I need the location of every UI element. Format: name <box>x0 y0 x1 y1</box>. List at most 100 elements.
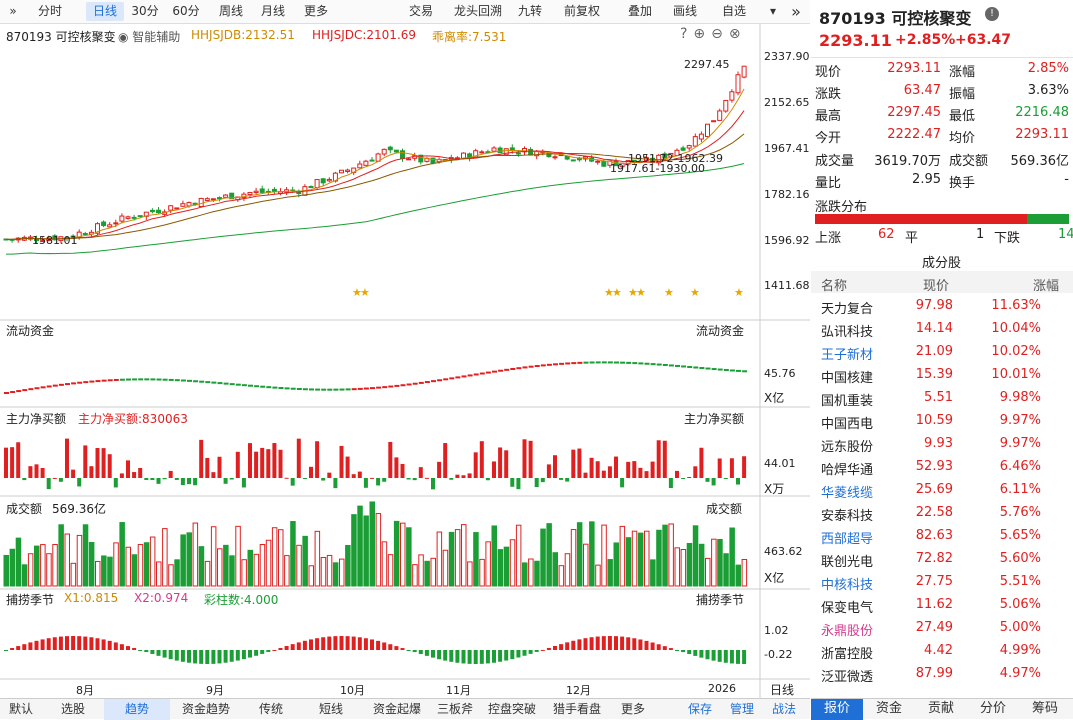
quote-value: 3.63% <box>1027 83 1069 98</box>
strategy-tab-9[interactable]: 猎手看盘 <box>552 702 601 716</box>
component-row[interactable]: 哈焊华通 52.93 6.46% <box>811 455 1073 478</box>
net-bar <box>492 461 496 478</box>
quote-value: 63.47 <box>903 83 941 98</box>
strategy-tab-12[interactable]: 管理 <box>729 702 754 716</box>
strategy-tab-13[interactable]: 战法 <box>771 702 796 716</box>
component-row[interactable]: 远东股份 9.93 9.97% <box>811 432 1073 455</box>
flow-step <box>138 378 144 381</box>
strategy-tab-1[interactable]: 选股 <box>60 702 85 716</box>
flow-step <box>632 362 638 365</box>
strategy-tab-7[interactable]: 三板斧 <box>436 702 473 716</box>
period-tab-4[interactable]: 周线 <box>218 4 243 18</box>
tool-btn-2[interactable]: 九转 <box>517 4 542 18</box>
expand-right-icon[interactable]: » <box>791 2 801 21</box>
component-row[interactable]: 浙富控股 4.42 4.99% <box>811 639 1073 662</box>
season-bar <box>668 648 673 650</box>
expand-left-icon[interactable]: » <box>9 4 17 18</box>
period-tab-6[interactable]: 更多 <box>303 4 328 18</box>
kline-chart[interactable]: ★★ ★★ ★★ ★ ★ ★ <box>0 24 810 698</box>
component-row[interactable]: 中国核建 15.39 10.01% <box>811 363 1073 386</box>
time-axis-label: 11月 <box>446 684 471 697</box>
tool-btn-3[interactable]: 前复权 <box>563 4 600 18</box>
kline-chart-area[interactable]: ★ ★ ★ ★ ★ ★ ★ ★ ★ 870193 可控核聚变 ◉ 智能辅助 HHJSJDB:21… <box>0 24 810 698</box>
period-tab-3[interactable]: 60分 <box>172 4 200 18</box>
season-bar <box>595 636 600 650</box>
component-row[interactable]: 泛亚微透 87.99 4.97% <box>811 662 1073 685</box>
flow-step <box>546 363 552 366</box>
season-bar <box>302 640 307 650</box>
strategy-tab-2[interactable]: 趋势 <box>104 699 170 720</box>
component-row[interactable]: 华菱线缆 25.69 6.11% <box>811 478 1073 501</box>
component-row[interactable]: 弘讯科技 14.14 10.04% <box>811 317 1073 340</box>
volume-bar <box>546 523 552 587</box>
component-row[interactable]: 安泰科技 22.58 5.76% <box>811 501 1073 524</box>
season-bar <box>71 636 76 650</box>
component-row[interactable]: 中国西电 10.59 9.97% <box>811 409 1073 432</box>
season-bar <box>333 636 338 650</box>
season-bar <box>540 649 545 651</box>
tool-btn-4[interactable]: 叠加 <box>627 4 652 18</box>
season-bar <box>479 650 484 664</box>
component-row[interactable]: 国机重装 5.51 9.98% <box>811 386 1073 409</box>
season-bar <box>217 650 222 664</box>
right-tab-0[interactable]: 报价 <box>811 699 863 720</box>
component-row[interactable]: 保变电气 11.62 5.06% <box>811 593 1073 616</box>
strategy-tab-3[interactable]: 资金趋势 <box>181 702 230 716</box>
component-row[interactable]: 王子新材 21.09 10.02% <box>811 340 1073 363</box>
tool-btn-0[interactable]: 交易 <box>408 4 433 18</box>
period-tab-5[interactable]: 月线 <box>260 4 285 18</box>
season-bar <box>528 650 533 654</box>
season-bar <box>644 640 649 650</box>
quote-value: 3619.70万 <box>874 154 941 169</box>
volume-bar <box>34 545 40 587</box>
right-tab-2[interactable]: 贡献 <box>927 701 954 716</box>
net-bar <box>742 456 747 478</box>
period-tab-2[interactable]: 30分 <box>131 4 159 18</box>
season-bar <box>284 646 289 650</box>
right-tab-1[interactable]: 资金 <box>875 701 902 716</box>
price-axis-label: 2152.65 <box>764 96 810 109</box>
volume-bar <box>711 538 717 587</box>
info-icon[interactable]: ! <box>985 7 999 21</box>
net-bar <box>546 464 551 478</box>
season-bar <box>132 648 137 650</box>
tool-btn-1[interactable]: 龙头回溯 <box>453 4 502 18</box>
net-bar <box>467 473 472 478</box>
net-bar <box>510 478 515 487</box>
strategy-tab-6[interactable]: 资金起爆 <box>372 702 421 716</box>
header-tools[interactable]: ?⊕⊖⊗ <box>680 26 747 42</box>
component-row[interactable]: 联创光电 72.82 5.60% <box>811 547 1073 570</box>
net-bar <box>363 478 368 488</box>
flow-step <box>382 386 388 389</box>
component-row[interactable]: 中核科技 27.75 5.51% <box>811 570 1073 593</box>
tool-btn-6[interactable]: 自选 <box>721 4 746 18</box>
period-tab-1[interactable]: 日线 <box>86 2 124 21</box>
strategy-tab-0[interactable]: 默认 <box>8 702 33 716</box>
strategy-tab-8[interactable]: 控盘突破 <box>487 702 536 716</box>
period-tab-0[interactable]: 分时 <box>37 4 62 18</box>
right-tab-4[interactable]: 筹码 <box>1031 701 1058 716</box>
volume-bar <box>357 505 363 587</box>
quote-label: 成交额 <box>949 154 989 169</box>
flow-step <box>357 387 363 390</box>
volume-bar <box>717 539 723 587</box>
season-bar <box>241 650 246 660</box>
volume-bar <box>558 565 565 587</box>
strategy-tab-10[interactable]: 更多 <box>620 702 645 716</box>
tool-btn-5[interactable]: 画线 <box>672 4 697 18</box>
strategy-tab-4[interactable]: 传统 <box>258 702 283 716</box>
smart-assist-toggle[interactable]: ◉ 智能辅助 <box>118 30 181 44</box>
quote-label: 成交量 <box>815 154 855 169</box>
season-bar <box>601 636 606 650</box>
volume-bar <box>680 549 687 587</box>
strategy-tab-11[interactable]: 保存 <box>687 702 712 716</box>
volume-bar <box>9 548 16 587</box>
candle-body <box>503 148 509 156</box>
chevron-down-icon[interactable]: ▾ <box>769 4 777 18</box>
component-row[interactable]: 西部超导 82.63 5.65% <box>811 524 1073 547</box>
candle-body <box>247 192 253 196</box>
strategy-tab-5[interactable]: 短线 <box>318 702 343 716</box>
right-tab-3[interactable]: 分价 <box>979 701 1006 716</box>
component-row[interactable]: 永鼎股份 27.49 5.00% <box>811 616 1073 639</box>
component-row[interactable]: 天力复合 97.98 11.63% <box>811 294 1073 317</box>
